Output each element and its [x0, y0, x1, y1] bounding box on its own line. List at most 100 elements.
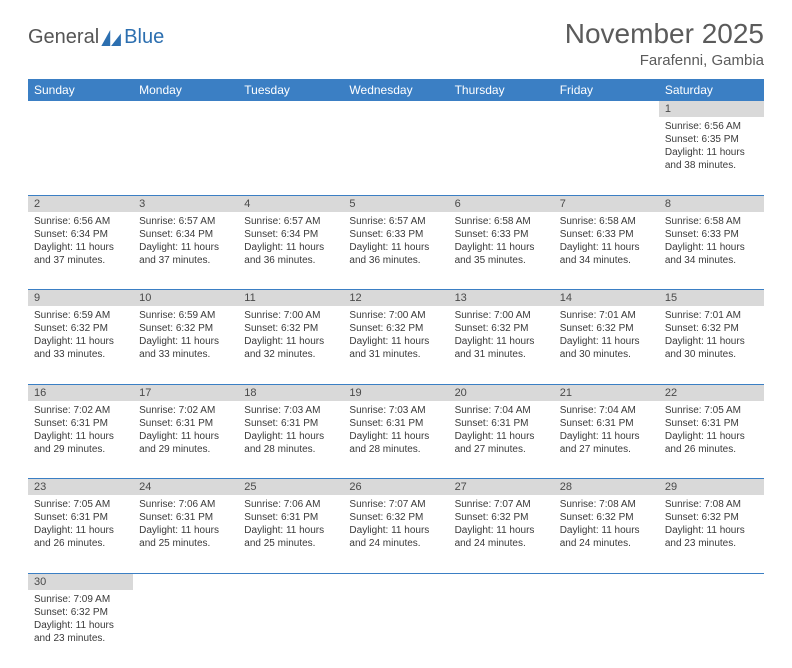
day-details: Sunrise: 7:07 AMSunset: 6:32 PMDaylight:… [343, 495, 448, 554]
day-details: Sunrise: 7:05 AMSunset: 6:31 PMDaylight:… [28, 495, 133, 554]
weekday-header: Tuesday [238, 79, 343, 101]
day-details: Sunrise: 6:57 AMSunset: 6:34 PMDaylight:… [238, 212, 343, 271]
day-number-cell [28, 101, 133, 117]
day-number-row: 1 [28, 101, 764, 117]
day-details: Sunrise: 6:58 AMSunset: 6:33 PMDaylight:… [659, 212, 764, 271]
day-number-cell: 6 [449, 195, 554, 212]
day-number-cell: 16 [28, 384, 133, 401]
day-number-cell [554, 573, 659, 590]
day-content-cell: Sunrise: 6:58 AMSunset: 6:33 PMDaylight:… [554, 212, 659, 290]
day-number-cell: 10 [133, 290, 238, 307]
day-details: Sunrise: 7:09 AMSunset: 6:32 PMDaylight:… [28, 590, 133, 649]
day-number-cell: 12 [343, 290, 448, 307]
day-details: Sunrise: 6:58 AMSunset: 6:33 PMDaylight:… [554, 212, 659, 271]
day-number-cell [554, 101, 659, 117]
day-number-row: 9101112131415 [28, 290, 764, 307]
day-details: Sunrise: 6:56 AMSunset: 6:35 PMDaylight:… [659, 117, 764, 176]
day-content-cell: Sunrise: 7:01 AMSunset: 6:32 PMDaylight:… [659, 306, 764, 384]
day-details: Sunrise: 6:59 AMSunset: 6:32 PMDaylight:… [28, 306, 133, 365]
day-content-row: Sunrise: 6:56 AMSunset: 6:35 PMDaylight:… [28, 117, 764, 195]
day-details: Sunrise: 7:03 AMSunset: 6:31 PMDaylight:… [238, 401, 343, 460]
weekday-header: Sunday [28, 79, 133, 101]
day-number-cell: 17 [133, 384, 238, 401]
location: Farafenni, Gambia [565, 52, 764, 69]
day-content-cell: Sunrise: 7:03 AMSunset: 6:31 PMDaylight:… [343, 401, 448, 479]
day-content-cell [449, 117, 554, 195]
day-details: Sunrise: 7:08 AMSunset: 6:32 PMDaylight:… [659, 495, 764, 554]
day-number-cell: 5 [343, 195, 448, 212]
day-content-cell: Sunrise: 7:03 AMSunset: 6:31 PMDaylight:… [238, 401, 343, 479]
day-details: Sunrise: 7:01 AMSunset: 6:32 PMDaylight:… [659, 306, 764, 365]
day-number-cell: 14 [554, 290, 659, 307]
day-number-cell: 13 [449, 290, 554, 307]
day-content-cell: Sunrise: 7:04 AMSunset: 6:31 PMDaylight:… [554, 401, 659, 479]
day-number-cell [238, 573, 343, 590]
day-number-cell [133, 101, 238, 117]
logo-text-1: General [28, 26, 99, 49]
month-title: November 2025 [565, 18, 764, 50]
day-details: Sunrise: 7:00 AMSunset: 6:32 PMDaylight:… [343, 306, 448, 365]
calendar-table: Sunday Monday Tuesday Wednesday Thursday… [28, 79, 764, 668]
day-details: Sunrise: 7:00 AMSunset: 6:32 PMDaylight:… [449, 306, 554, 365]
day-content-row: Sunrise: 7:02 AMSunset: 6:31 PMDaylight:… [28, 401, 764, 479]
day-content-cell: Sunrise: 6:56 AMSunset: 6:35 PMDaylight:… [659, 117, 764, 195]
day-content-cell [343, 590, 448, 668]
day-content-cell: Sunrise: 6:57 AMSunset: 6:33 PMDaylight:… [343, 212, 448, 290]
day-number-cell: 3 [133, 195, 238, 212]
day-number-cell: 4 [238, 195, 343, 212]
day-details: Sunrise: 6:59 AMSunset: 6:32 PMDaylight:… [133, 306, 238, 365]
calendar-page: General Blue November 2025 Farafenni, Ga… [0, 0, 792, 668]
day-content-cell [133, 117, 238, 195]
day-content-cell: Sunrise: 6:58 AMSunset: 6:33 PMDaylight:… [449, 212, 554, 290]
day-number-cell [659, 573, 764, 590]
title-block: November 2025 Farafenni, Gambia [565, 18, 764, 69]
day-details: Sunrise: 7:07 AMSunset: 6:32 PMDaylight:… [449, 495, 554, 554]
day-details: Sunrise: 7:05 AMSunset: 6:31 PMDaylight:… [659, 401, 764, 460]
day-content-cell: Sunrise: 7:09 AMSunset: 6:32 PMDaylight:… [28, 590, 133, 668]
day-number-row: 23242526272829 [28, 479, 764, 496]
day-content-cell: Sunrise: 7:06 AMSunset: 6:31 PMDaylight:… [238, 495, 343, 573]
day-number-cell [343, 573, 448, 590]
day-content-cell: Sunrise: 7:08 AMSunset: 6:32 PMDaylight:… [659, 495, 764, 573]
day-number-cell: 23 [28, 479, 133, 496]
day-number-cell: 27 [449, 479, 554, 496]
day-content-cell: Sunrise: 7:07 AMSunset: 6:32 PMDaylight:… [449, 495, 554, 573]
day-number-cell: 1 [659, 101, 764, 117]
weekday-header: Saturday [659, 79, 764, 101]
day-content-cell: Sunrise: 7:00 AMSunset: 6:32 PMDaylight:… [343, 306, 448, 384]
day-content-cell: Sunrise: 7:04 AMSunset: 6:31 PMDaylight:… [449, 401, 554, 479]
calendar-body: 1Sunrise: 6:56 AMSunset: 6:35 PMDaylight… [28, 101, 764, 668]
day-content-cell: Sunrise: 7:00 AMSunset: 6:32 PMDaylight:… [449, 306, 554, 384]
day-details: Sunrise: 7:01 AMSunset: 6:32 PMDaylight:… [554, 306, 659, 365]
day-number-row: 30 [28, 573, 764, 590]
day-content-cell: Sunrise: 7:05 AMSunset: 6:31 PMDaylight:… [659, 401, 764, 479]
day-content-cell: Sunrise: 7:01 AMSunset: 6:32 PMDaylight:… [554, 306, 659, 384]
day-number-cell: 11 [238, 290, 343, 307]
day-content-cell: Sunrise: 6:59 AMSunset: 6:32 PMDaylight:… [28, 306, 133, 384]
day-number-cell: 8 [659, 195, 764, 212]
day-number-cell: 24 [133, 479, 238, 496]
day-number-cell [133, 573, 238, 590]
day-content-cell: Sunrise: 6:58 AMSunset: 6:33 PMDaylight:… [659, 212, 764, 290]
weekday-header: Monday [133, 79, 238, 101]
day-content-row: Sunrise: 6:59 AMSunset: 6:32 PMDaylight:… [28, 306, 764, 384]
day-content-cell: Sunrise: 7:02 AMSunset: 6:31 PMDaylight:… [133, 401, 238, 479]
weekday-header-row: Sunday Monday Tuesday Wednesday Thursday… [28, 79, 764, 101]
day-details: Sunrise: 7:04 AMSunset: 6:31 PMDaylight:… [554, 401, 659, 460]
day-number-cell: 25 [238, 479, 343, 496]
day-content-row: Sunrise: 7:05 AMSunset: 6:31 PMDaylight:… [28, 495, 764, 573]
day-number-cell: 29 [659, 479, 764, 496]
day-number-cell: 21 [554, 384, 659, 401]
day-details: Sunrise: 7:03 AMSunset: 6:31 PMDaylight:… [343, 401, 448, 460]
day-content-cell [238, 590, 343, 668]
day-content-cell: Sunrise: 7:05 AMSunset: 6:31 PMDaylight:… [28, 495, 133, 573]
day-content-cell [554, 117, 659, 195]
header: General Blue November 2025 Farafenni, Ga… [28, 18, 764, 69]
weekday-header: Friday [554, 79, 659, 101]
day-details: Sunrise: 7:06 AMSunset: 6:31 PMDaylight:… [238, 495, 343, 554]
day-content-row: Sunrise: 7:09 AMSunset: 6:32 PMDaylight:… [28, 590, 764, 668]
day-details: Sunrise: 6:57 AMSunset: 6:33 PMDaylight:… [343, 212, 448, 271]
day-number-row: 16171819202122 [28, 384, 764, 401]
day-content-cell: Sunrise: 6:57 AMSunset: 6:34 PMDaylight:… [238, 212, 343, 290]
day-number-cell: 19 [343, 384, 448, 401]
